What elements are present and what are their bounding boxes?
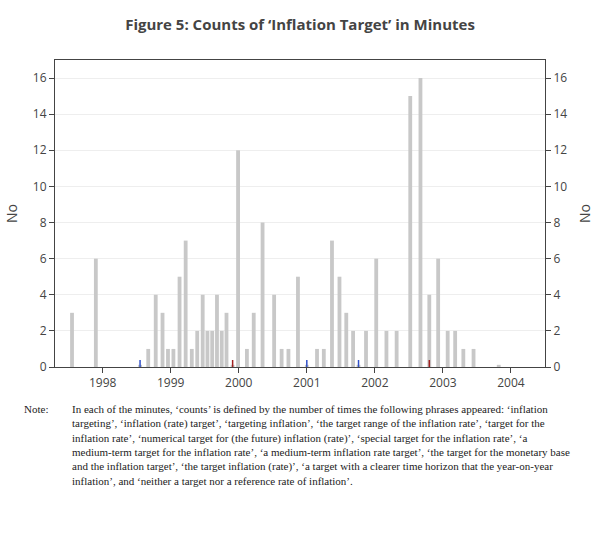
svg-text:2: 2	[553, 322, 560, 339]
svg-text:0: 0	[40, 358, 47, 375]
svg-text:No: No	[2, 204, 21, 223]
svg-text:6: 6	[553, 250, 560, 267]
svg-text:6: 6	[40, 250, 47, 267]
svg-text:12: 12	[553, 141, 567, 158]
svg-text:14: 14	[33, 105, 47, 122]
svg-text:1999: 1999	[157, 374, 185, 391]
svg-text:10: 10	[33, 178, 47, 195]
svg-text:2004: 2004	[497, 374, 525, 391]
svg-text:14: 14	[553, 105, 567, 122]
svg-text:8: 8	[553, 214, 560, 231]
svg-text:2003: 2003	[429, 374, 457, 391]
svg-text:16: 16	[33, 69, 47, 86]
svg-text:Note:: Note:	[24, 403, 48, 415]
svg-text:2000: 2000	[225, 374, 253, 391]
svg-text:In each of the minutes, ‘count: In each of the minutes, ‘counts’ is defi…	[72, 403, 570, 487]
svg-text:No: No	[575, 204, 594, 223]
svg-text:2: 2	[40, 322, 47, 339]
svg-text:12: 12	[33, 141, 47, 158]
svg-text:2001: 2001	[293, 374, 320, 391]
svg-text:4: 4	[553, 286, 560, 303]
svg-text:1998: 1998	[89, 374, 117, 391]
svg-text:4: 4	[40, 286, 47, 303]
svg-text:0: 0	[553, 358, 560, 375]
svg-text:10: 10	[553, 178, 567, 195]
svg-text:Figure 5: Counts of ‘Inflation: Figure 5: Counts of ‘Inflation Target’ i…	[125, 14, 475, 34]
svg-text:16: 16	[553, 69, 567, 86]
svg-text:2002: 2002	[361, 374, 389, 391]
svg-text:8: 8	[40, 214, 47, 231]
